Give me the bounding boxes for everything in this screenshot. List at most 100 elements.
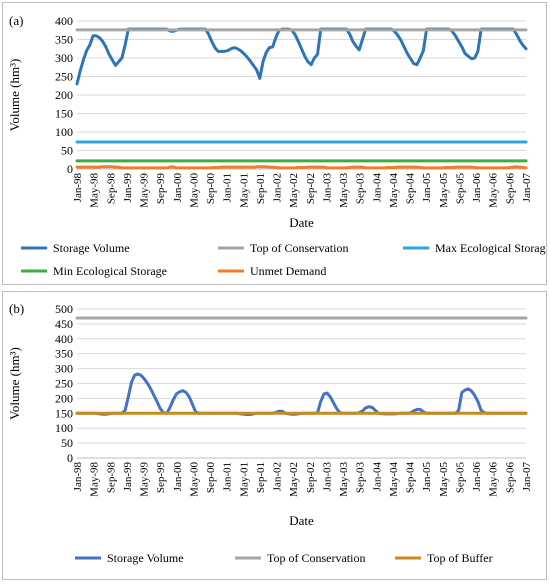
x-tick-label: May-99 xyxy=(139,462,151,497)
x-tick-label: May-05 xyxy=(438,462,450,497)
y-tick-label: 300 xyxy=(55,362,73,376)
y-tick-label: 0 xyxy=(67,162,73,176)
x-tick-label: Jan-98 xyxy=(72,173,84,203)
legend-label: Storage Volume xyxy=(53,241,130,255)
x-tick-label: May-04 xyxy=(388,462,400,497)
chart-panel-a: (a) 0 50 100 150 200 250 300 350 400 Jan-98 May-98 S… xyxy=(2,2,550,285)
x-tick-label: Sep-99 xyxy=(155,462,167,494)
x-tick-label: May-02 xyxy=(288,462,300,497)
x-tick-label: May-06 xyxy=(488,462,500,497)
y-axis-title: Volume (hm³) xyxy=(7,59,22,132)
x-tick-label: May-04 xyxy=(388,173,400,208)
x-tick-label: Sep-04 xyxy=(405,173,417,205)
x-tick-label: May-01 xyxy=(238,173,250,208)
y-tick-label: 150 xyxy=(55,107,73,121)
x-tick-label: Sep-06 xyxy=(504,462,516,494)
legend-label: Min Ecological Storage xyxy=(53,264,167,278)
chart-a-svg: (a) 0 50 100 150 200 250 300 350 400 Jan-98 May-98 S… xyxy=(7,13,550,278)
legend-label: Storage Volume xyxy=(107,551,184,565)
x-tick-label: Sep-03 xyxy=(355,462,367,494)
x-tick-label: Jan-06 xyxy=(471,173,483,203)
y-tick-label: 150 xyxy=(55,406,73,420)
legend-label: Unmet Demand xyxy=(250,264,326,278)
x-tick-label: Jan-01 xyxy=(222,462,234,491)
x-tick-label: May-99 xyxy=(139,173,151,208)
x-tick-label: Jan-03 xyxy=(321,173,333,203)
legend-item: Top of Buffer xyxy=(395,551,493,565)
legend-item: Storage Volume xyxy=(21,241,130,255)
series-line-unmet-demand xyxy=(75,165,528,170)
legend-item: Max Ecological Storage xyxy=(403,241,550,255)
y-tick-label: 350 xyxy=(55,33,73,47)
y-tick-label: 50 xyxy=(61,436,73,450)
x-tick-label: Sep-98 xyxy=(105,173,117,205)
x-tick-label: Jan-01 xyxy=(222,173,234,202)
legend-item: Storage Volume xyxy=(75,551,184,565)
x-tick-label: Jan-99 xyxy=(122,173,134,203)
x-tick-label: Jan-04 xyxy=(371,462,383,492)
x-tick-label: Jan-03 xyxy=(321,462,333,492)
x-tick-label: Jan-99 xyxy=(122,462,134,492)
x-tick-label: Sep-01 xyxy=(255,173,267,204)
x-tick-label: Sep-03 xyxy=(355,173,367,205)
y-tick-label: 350 xyxy=(55,347,73,361)
x-tick-label: May-03 xyxy=(338,173,350,208)
legend-label: Top of Buffer xyxy=(427,551,493,565)
x-tick-label: Sep-06 xyxy=(504,173,516,205)
y-tick-label: 450 xyxy=(55,317,73,331)
x-tick-label: Jan-00 xyxy=(172,462,184,492)
x-tick-label: Jan-00 xyxy=(172,173,184,203)
y-tick-label: 400 xyxy=(55,14,73,28)
x-tick-label: May-01 xyxy=(238,462,250,497)
x-tick-label: Jan-04 xyxy=(371,173,383,203)
x-tick-label: Sep-99 xyxy=(155,173,167,205)
y-tick-label: 500 xyxy=(55,302,73,316)
x-tick-label: Sep-02 xyxy=(305,173,317,204)
y-tick-label: 100 xyxy=(55,125,73,139)
x-axis-title: Date xyxy=(289,513,314,528)
x-tick-label: Jan-07 xyxy=(521,462,533,492)
legend-item: Top of Conservation xyxy=(218,241,348,255)
y-tick-label: 400 xyxy=(55,332,73,346)
legend-label: Max Ecological Storage xyxy=(435,241,546,255)
x-tick-label: Jan-98 xyxy=(72,462,84,492)
x-tick-label: Jan-06 xyxy=(471,462,483,492)
chart-panel-b: (b) 0 50 100 150 200 250 300 350 400 450 500 Jan-98 M… xyxy=(2,291,547,580)
x-tick-label: May-00 xyxy=(188,173,200,208)
x-tick-label: May-98 xyxy=(89,173,101,208)
legend-item: Unmet Demand xyxy=(218,264,326,278)
series-line-storage-volume xyxy=(75,27,528,86)
y-tick-label: 200 xyxy=(55,391,73,405)
x-tick-label: May-00 xyxy=(188,462,200,497)
x-tick-label: May-02 xyxy=(288,173,300,208)
series-line-storage-volume xyxy=(75,372,528,416)
legend-label: Top of Conservation xyxy=(250,241,348,255)
x-tick-label: Jan-07 xyxy=(521,173,533,203)
panel-label: (a) xyxy=(9,13,23,28)
x-tick-label: Sep-05 xyxy=(454,173,466,205)
y-tick-label: 100 xyxy=(55,421,73,435)
legend-item: Top of Conservation xyxy=(235,551,365,565)
legend-item: Min Ecological Storage xyxy=(21,264,167,278)
x-tick-label: Jan-05 xyxy=(421,173,433,203)
x-tick-label: Sep-05 xyxy=(454,462,466,494)
x-tick-label: Sep-00 xyxy=(205,173,217,205)
legend-label: Top of Conservation xyxy=(267,551,365,565)
panel-label: (b) xyxy=(9,301,24,316)
x-tick-label: May-06 xyxy=(488,173,500,208)
y-tick-label: 250 xyxy=(55,70,73,84)
x-tick-label: Sep-02 xyxy=(305,462,317,493)
y-tick-label: 0 xyxy=(67,451,73,465)
y-tick-label: 50 xyxy=(61,144,73,158)
x-tick-label: Sep-01 xyxy=(255,462,267,493)
x-tick-label: May-03 xyxy=(338,462,350,497)
x-tick-label: May-05 xyxy=(438,173,450,208)
x-axis-title: Date xyxy=(289,215,314,230)
x-tick-label: Jan-02 xyxy=(272,462,284,491)
y-tick-label: 300 xyxy=(55,51,73,65)
x-tick-label: May-98 xyxy=(89,462,101,497)
x-tick-label: Sep-98 xyxy=(105,462,117,494)
x-tick-label: Sep-04 xyxy=(405,462,417,494)
y-tick-label: 250 xyxy=(55,377,73,391)
